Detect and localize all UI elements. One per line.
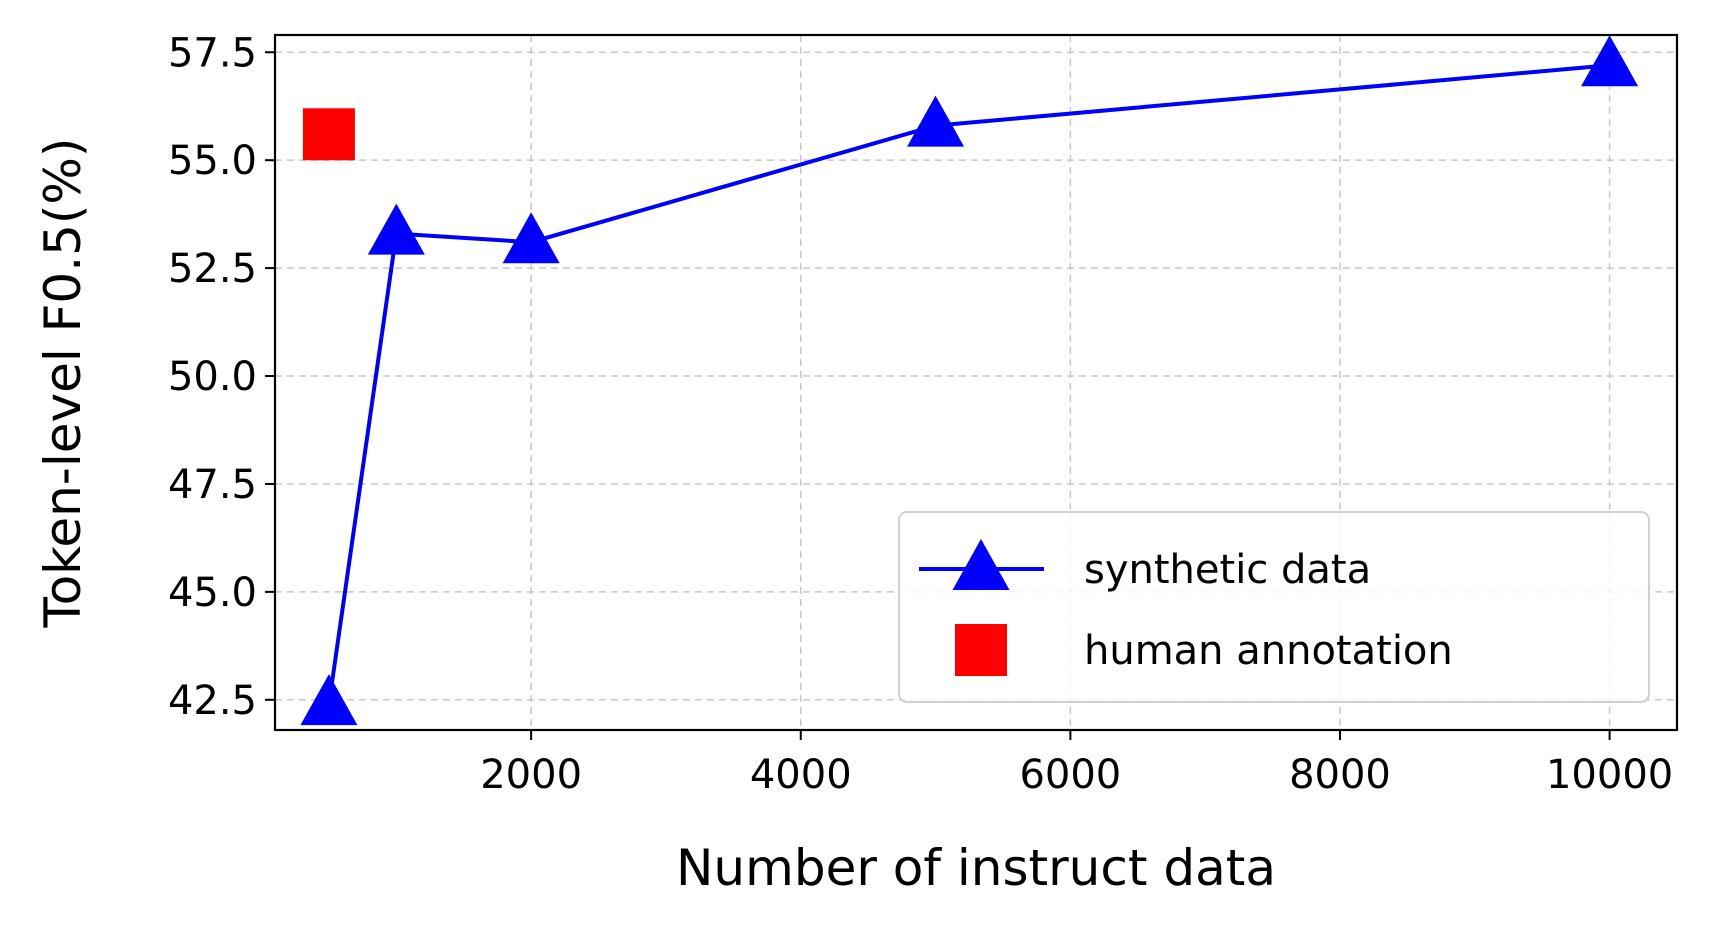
y-tick-label: 47.5 bbox=[168, 462, 257, 508]
legend-label-human-annotation: human annotation bbox=[1084, 628, 1453, 674]
y-tick-label: 50.0 bbox=[168, 354, 257, 400]
y-axis-title: Token-level F0.5(%) bbox=[34, 138, 92, 629]
x-tick-label: 2000 bbox=[480, 752, 582, 798]
data-point-synthetic-data bbox=[300, 674, 358, 726]
data-point-human-annotation bbox=[302, 108, 355, 161]
data-point-synthetic-data bbox=[1581, 35, 1639, 87]
x-tick-label: 6000 bbox=[1019, 752, 1121, 798]
y-tick-label: 52.5 bbox=[168, 246, 257, 292]
plot-frame bbox=[273, 33, 1679, 732]
legend: synthetic data human annotation bbox=[898, 511, 1650, 703]
x-tick-label: 10000 bbox=[1546, 752, 1673, 798]
legend-label-synthetic-data: synthetic data bbox=[1084, 547, 1371, 593]
x-axis-title: Number of instruct data bbox=[676, 839, 1276, 897]
legend-marker-human-annotation bbox=[955, 624, 1007, 676]
legend-marker-synthetic-data bbox=[952, 539, 1010, 590]
y-tick-label: 55.0 bbox=[168, 138, 257, 184]
data-point-synthetic-data bbox=[502, 212, 560, 264]
series-layer bbox=[300, 35, 1639, 726]
data-point-synthetic-data bbox=[367, 203, 425, 255]
y-tick-label: 42.5 bbox=[168, 678, 257, 724]
y-tick-label: 57.5 bbox=[168, 30, 257, 76]
x-tick-label: 4000 bbox=[750, 752, 852, 798]
y-tick-label: 45.0 bbox=[168, 570, 257, 616]
legend-box bbox=[898, 511, 1650, 703]
axis-ticks: 2000 4000 6000 8000 10000 42.5 45.0 47.5 50.0 52.… bbox=[168, 30, 1673, 798]
data-point-synthetic-data bbox=[907, 95, 965, 147]
x-tick-label: 8000 bbox=[1289, 752, 1391, 798]
